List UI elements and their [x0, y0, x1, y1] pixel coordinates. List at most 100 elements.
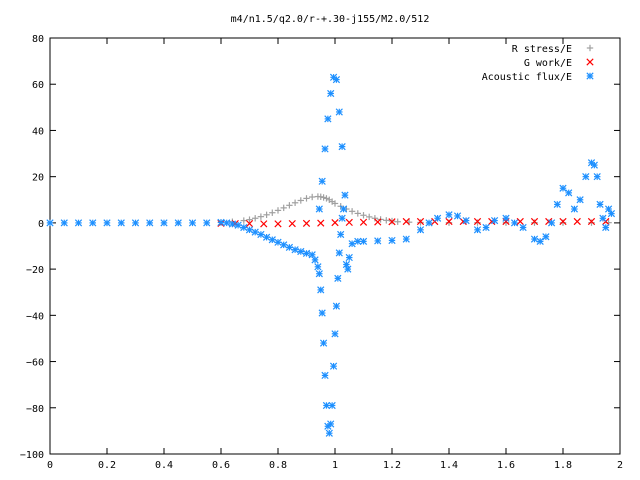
data-point: [74, 219, 83, 227]
data-point: [328, 401, 336, 410]
data-point: [516, 217, 524, 226]
data-point: [588, 219, 595, 226]
marks: [46, 73, 616, 437]
data-point: [146, 219, 154, 227]
x-tick-label: 1.4: [440, 460, 458, 471]
data-point: [402, 235, 410, 243]
data-point: [530, 217, 539, 226]
data-point: [288, 219, 296, 228]
legend: R stress/E G work/E Acoustic flux/E: [482, 44, 594, 83]
data-point: [60, 219, 68, 227]
y-tick-label: 40: [32, 126, 44, 137]
y-tick-label: −100: [20, 450, 44, 461]
data-point: [260, 220, 268, 228]
data-point: [203, 219, 211, 227]
data-point: [445, 219, 453, 226]
data-point: [217, 218, 225, 227]
data-point: [473, 217, 482, 226]
data-point: [348, 240, 356, 248]
data-point: [331, 219, 339, 227]
data-point: [462, 216, 470, 225]
data-point: [559, 219, 567, 226]
data-point: [117, 219, 125, 227]
data-point: [445, 217, 453, 226]
y-tick-label: 80: [32, 34, 44, 45]
data-point: [510, 219, 519, 227]
data-point: [345, 253, 353, 262]
data-point: [269, 209, 276, 216]
data-point: [354, 237, 362, 246]
data-point: [302, 249, 311, 258]
data-point: [573, 217, 581, 226]
data-point: [274, 220, 282, 228]
data-point: [285, 243, 294, 252]
data-point: [394, 218, 401, 225]
y-tick-label: 0: [38, 219, 44, 230]
data-point: [280, 241, 288, 249]
data-point: [348, 208, 356, 215]
data-point: [297, 197, 304, 204]
data-point: [274, 238, 282, 246]
data-point: [388, 236, 396, 245]
data-point: [582, 173, 590, 181]
data-point: [245, 219, 254, 228]
data-point: [366, 213, 373, 221]
data-point: [297, 247, 305, 256]
data-point: [445, 211, 453, 219]
data-point: [317, 193, 324, 200]
data-point: [565, 189, 573, 197]
data-point: [268, 236, 276, 244]
data-point: [371, 215, 379, 222]
data-point: [245, 226, 254, 234]
data-point: [280, 204, 287, 212]
data-point: [314, 263, 322, 271]
legend-marker: [586, 72, 594, 80]
data-point: [337, 230, 345, 239]
data-point: [223, 219, 231, 227]
data-point: [321, 145, 329, 153]
data-point: [502, 217, 510, 226]
data-point: [596, 200, 604, 209]
data-point: [473, 226, 482, 234]
data-point: [553, 200, 561, 209]
y-tick-label: −40: [26, 311, 44, 322]
data-point: [474, 219, 481, 226]
y-tick-label: −60: [26, 358, 44, 369]
x-tick-label: 2: [617, 460, 623, 471]
data-point: [321, 371, 329, 380]
data-point: [417, 219, 424, 226]
data-point: [262, 233, 271, 241]
data-point: [309, 193, 316, 201]
data-point: [542, 233, 550, 241]
data-point: [519, 223, 527, 232]
y-tick-label: 20: [32, 173, 44, 184]
data-point: [531, 219, 538, 226]
axes: 0 0.2 0.4 0.6 0.8 1 1.2 1.4 1.6 1.8 2 80 60 40 20 0 −20 −…: [20, 34, 623, 471]
data-point: [482, 223, 490, 232]
data-point: [46, 219, 54, 227]
series-2: [46, 159, 616, 437]
data-point: [317, 286, 325, 294]
data-point: [240, 217, 247, 224]
data-point: [318, 309, 326, 317]
data-point: [234, 221, 242, 229]
data-point: [338, 142, 346, 151]
data-point: [342, 260, 351, 269]
data-point: [327, 420, 335, 428]
data-point: [240, 223, 248, 232]
data-point: [559, 217, 567, 226]
data-point: [174, 219, 182, 227]
data-point: [453, 212, 462, 220]
data-point: [354, 210, 361, 217]
data-point: [302, 219, 311, 227]
data-point: [416, 217, 425, 226]
x-tick-label: 0.4: [155, 460, 173, 471]
x-tick-label: 0.6: [212, 460, 230, 471]
data-point: [344, 265, 352, 273]
x-tick-label: 0.2: [98, 460, 116, 471]
data-point: [593, 173, 601, 181]
data-point: [530, 235, 539, 243]
plot-area-frame: [49, 37, 621, 455]
data-point: [402, 217, 410, 226]
